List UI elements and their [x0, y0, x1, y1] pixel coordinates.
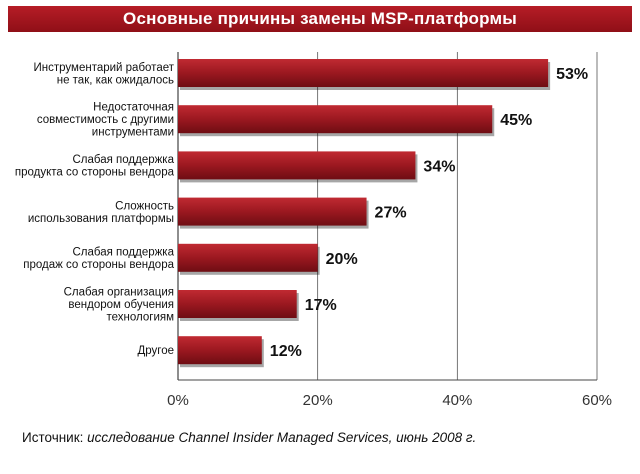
category-label-line: Слабая организация: [64, 287, 174, 299]
category-label: Слабая организация вендором обучения техно…: [64, 287, 174, 324]
x-tick-label: 0%: [167, 392, 189, 409]
category-label-line: продукта со стороны вендора: [15, 167, 175, 179]
category-label-line: Слабая поддержка: [72, 247, 174, 259]
bar: [178, 59, 549, 87]
x-tick-label: 60%: [582, 392, 612, 409]
category-label-line: технологиям: [106, 312, 174, 324]
category-label-line: Сложность: [115, 200, 174, 212]
value-label: 45%: [500, 112, 532, 129]
chart-title: Основные причины замены MSP-платформы: [8, 6, 632, 32]
category-label-line: Недостаточная: [93, 102, 174, 114]
x-tick-label: 40%: [442, 392, 472, 409]
value-label: 34%: [423, 158, 455, 175]
category-label: Сложность использования платформы: [28, 200, 174, 225]
bar: [178, 105, 493, 134]
source-text: исследование Channel Insider Managed Ser…: [87, 430, 477, 445]
category-label: Инструментарий работает не так, как ожида…: [34, 62, 175, 87]
category-label: Другое: [137, 345, 174, 357]
value-label: 27%: [375, 205, 407, 222]
bar: [178, 336, 262, 365]
category-label-line: совместимость с другими: [37, 114, 174, 126]
value-label: 53%: [556, 66, 588, 83]
category-label: Слабая поддержка продукта со стороны венд…: [15, 154, 175, 179]
category-label-line: Другое: [137, 345, 174, 357]
bar: [178, 197, 367, 226]
bar: [178, 290, 297, 318]
category-label-line: Инструментарий работает: [34, 62, 175, 74]
value-label: 12%: [270, 343, 302, 360]
category-label-line: продаж со стороны вендора: [23, 259, 174, 271]
x-tick-label: 20%: [303, 392, 333, 409]
category-label: Слабая поддержка продаж со стороны вендор…: [23, 247, 174, 271]
category-label-line: вендором обучения: [68, 299, 174, 311]
bar: [178, 151, 416, 180]
category-label-line: Слабая поддержка: [72, 154, 174, 166]
value-label: 20%: [326, 251, 358, 268]
category-label-line: использования платформы: [28, 213, 174, 225]
category-label: Недостаточная совместимость с другими инст…: [37, 102, 174, 139]
source-label: Источник:: [22, 430, 88, 445]
category-label-line: инструментами: [92, 127, 174, 139]
source-note: Источник: исследование Channel Insider M…: [22, 430, 632, 445]
value-label: 17%: [305, 297, 337, 314]
bar: [178, 243, 318, 272]
category-label-line: не так, как ожидалось: [57, 74, 174, 86]
